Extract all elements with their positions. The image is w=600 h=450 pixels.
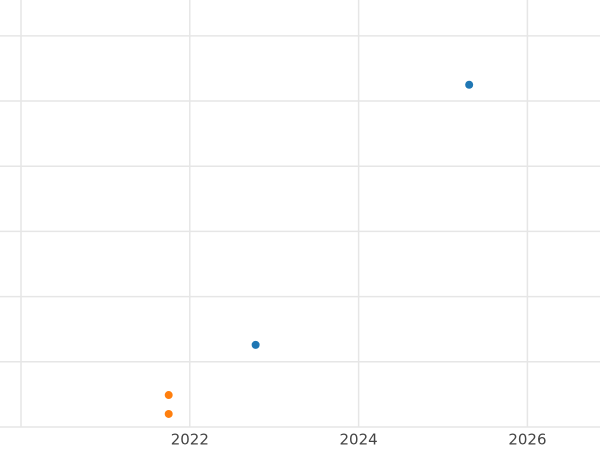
point xyxy=(251,340,260,349)
x-tick-label: 2024 xyxy=(340,431,378,449)
point xyxy=(465,80,474,89)
point xyxy=(164,391,173,400)
x-tick-label: 2022 xyxy=(171,431,209,449)
x-tick-label: 2026 xyxy=(508,431,546,449)
point xyxy=(164,409,173,418)
